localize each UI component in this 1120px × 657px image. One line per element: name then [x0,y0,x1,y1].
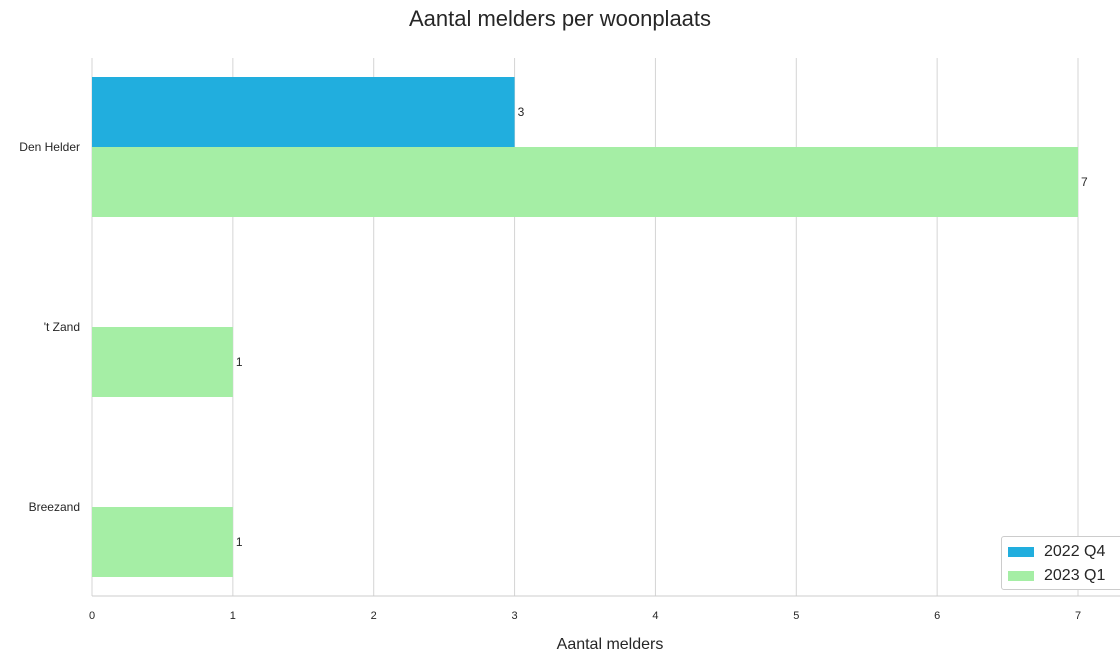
legend-item: 2022 Q4 [1008,540,1120,564]
chart-title: Aantal melders per woonplaats [408,6,712,31]
bar-value-label: 3 [518,105,525,119]
legend-label: 2022 Q4 [1044,543,1106,560]
bar [92,507,233,577]
x-tick-label: 5 [793,610,799,622]
bar [92,147,1078,217]
y-tick-label: 't Zand [44,320,80,334]
bar-value-label: 7 [1081,175,1088,189]
legend-item: 2023 Q1 [1008,564,1120,588]
x-axis-label: Aantal melders [556,636,664,653]
legend: 2022 Q4 2023 Q1 [1001,536,1120,590]
y-tick-label: Den Helder [19,140,80,154]
y-tick-label: Breezand [29,500,80,514]
legend-label: 2023 Q1 [1044,567,1106,584]
x-tick-label: 4 [652,610,658,622]
x-tick-label: 6 [934,610,940,622]
bar-value-label: 1 [236,355,243,369]
legend-swatch [1008,571,1034,581]
x-tick-label: 2 [371,610,377,622]
x-tick-label: 1 [230,610,236,622]
bar [92,77,515,147]
x-tick-label: 3 [512,610,518,622]
bar [92,327,233,397]
x-tick-label: 0 [89,610,95,622]
bar-value-label: 1 [236,535,243,549]
x-tick-label: 7 [1075,610,1081,622]
legend-swatch [1008,547,1034,557]
